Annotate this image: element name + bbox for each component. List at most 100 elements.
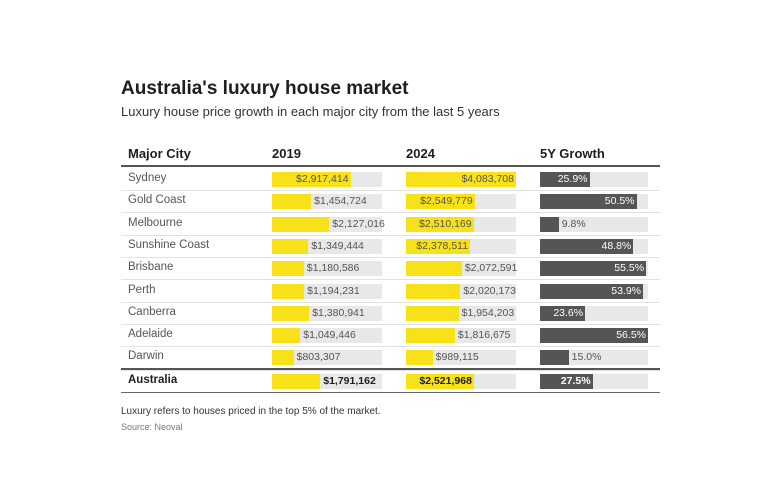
table-row: Canberra $1,380,941 $1,954,203 23.6% xyxy=(121,302,660,325)
bar-growth xyxy=(540,216,559,232)
value-label-2024: $2,020,173 xyxy=(463,284,516,297)
bar-growth xyxy=(540,172,590,187)
bar-track-2019 xyxy=(272,283,382,299)
column-header-2019: 2019 xyxy=(272,146,301,161)
table-row: Gold Coast $1,454,724 $2,549,779 50.5% xyxy=(121,190,660,214)
bar-growth xyxy=(540,350,569,366)
bar-2019 xyxy=(272,373,321,389)
value-label-2019: $2,127,016 xyxy=(332,217,385,230)
city-label: Sunshine Coast xyxy=(128,238,210,251)
city-label: Melbourne xyxy=(128,216,183,229)
bar-growth xyxy=(540,283,644,299)
bar-track-2024 xyxy=(406,261,516,277)
bar-track-growth xyxy=(540,283,648,299)
value-label-2019: $1,049,446 xyxy=(303,329,356,342)
value-label-growth: 55.5% xyxy=(614,262,645,275)
value-label-growth: 53.9% xyxy=(611,284,642,297)
table-total-row: Australia $1,791,162 $2,521,968 27.5% xyxy=(121,370,660,393)
value-label-2019: $1,194,231 xyxy=(307,284,360,297)
city-label: Darwin xyxy=(128,350,164,363)
value-label-2019: $803,307 xyxy=(296,351,341,364)
bar-track-2024 xyxy=(406,283,516,299)
bar-2019 xyxy=(272,216,330,232)
value-label-2019: $1,380,941 xyxy=(312,306,365,319)
bar-track-2019 xyxy=(272,261,382,277)
value-label-2019: $2,917,414 xyxy=(296,173,349,185)
table-row: Sunshine Coast $1,349,444 $2,378,511 48.8% xyxy=(121,235,660,258)
bar-track-2024 xyxy=(406,238,516,254)
value-label-2024: $989,115 xyxy=(435,351,479,364)
bar-growth xyxy=(540,305,586,321)
city-label: Adelaide xyxy=(128,328,173,341)
table-row: Perth $1,194,231 $2,020,173 53.9% xyxy=(121,280,660,303)
value-label-growth: 50.5% xyxy=(604,195,635,208)
value-label-2019: $1,349,444 xyxy=(311,239,364,252)
bar-2019 xyxy=(272,350,294,366)
column-header-city: Major City xyxy=(128,146,191,161)
bar-growth xyxy=(540,261,647,277)
value-label-growth: 23.6% xyxy=(553,306,584,319)
city-label: Sydney xyxy=(128,172,167,184)
value-label-2024: $2,378,511 xyxy=(416,239,469,252)
bar-2024 xyxy=(406,194,475,210)
bar-track-2024 xyxy=(406,194,516,210)
bar-2019 xyxy=(272,194,312,210)
value-label-2019: $1,454,724 xyxy=(314,195,367,208)
bar-track-2019 xyxy=(272,328,382,344)
bar-2024 xyxy=(406,373,474,389)
table-row: Darwin $803,307 $989,115 15.0% xyxy=(121,346,660,370)
bar-2024 xyxy=(406,261,462,277)
bar-2019 xyxy=(272,305,310,321)
bar-track-2019 xyxy=(272,238,382,254)
value-label-2024: $1,954,203 xyxy=(461,306,515,319)
bar-track-growth xyxy=(540,261,648,277)
bar-track-2019 xyxy=(272,373,382,389)
bar-2019 xyxy=(272,261,304,277)
bar-track-2024 xyxy=(406,328,516,344)
value-label-2024: $4,083,708 xyxy=(461,173,514,185)
bar-growth xyxy=(540,194,637,210)
city-label: Australia xyxy=(128,373,178,386)
bar-track-growth xyxy=(540,238,648,254)
column-header-2024: 2024 xyxy=(406,146,435,161)
city-label: Canberra xyxy=(128,305,176,318)
bar-track-growth xyxy=(540,350,648,366)
bar-2024 xyxy=(406,305,459,321)
total-divider xyxy=(121,367,660,371)
bar-growth xyxy=(540,328,648,344)
city-label: Gold Coast xyxy=(128,194,186,207)
city-label: Brisbane xyxy=(128,261,174,274)
table-row: Sydney $2,917,414 $4,083,708 25.9% xyxy=(121,168,660,191)
column-header-growth: 5Y Growth xyxy=(540,146,605,161)
bar-track-growth xyxy=(540,373,648,389)
header-divider xyxy=(121,165,660,167)
value-label-2024: $2,510,169 xyxy=(419,217,472,230)
bar-track-2024 xyxy=(406,373,516,389)
table-row: Brisbane $1,180,586 $2,072,591 55.5% xyxy=(121,257,660,281)
bar-track-2019 xyxy=(272,305,382,321)
bar-track-growth xyxy=(540,328,648,344)
bar-track-growth xyxy=(540,216,648,232)
bar-growth xyxy=(540,238,634,254)
bar-track-2019 xyxy=(272,172,382,187)
bar-2024 xyxy=(406,350,433,366)
bar-2019 xyxy=(272,238,309,254)
bar-growth xyxy=(540,373,593,389)
bar-track-growth xyxy=(540,194,648,210)
chart-subtitle: Luxury house price growth in each major … xyxy=(121,104,500,119)
value-label-2019: $1,791,162 xyxy=(323,374,376,387)
bar-track-growth xyxy=(540,305,648,321)
bar-track-2019 xyxy=(272,216,382,232)
bar-track-2019 xyxy=(272,350,382,366)
bar-track-2024 xyxy=(406,216,516,232)
bar-2019 xyxy=(272,283,305,299)
source-note: Source: Neoval xyxy=(121,422,183,432)
bar-2019 xyxy=(272,328,301,344)
table-row: Melbourne $2,127,016 $2,510,169 9.8% xyxy=(121,213,660,236)
bar-track-2024 xyxy=(406,305,516,321)
bar-track-2024 xyxy=(406,172,516,187)
bar-track-2024 xyxy=(406,350,516,366)
city-label: Perth xyxy=(128,283,156,296)
value-label-growth: 15.0% xyxy=(571,351,602,364)
